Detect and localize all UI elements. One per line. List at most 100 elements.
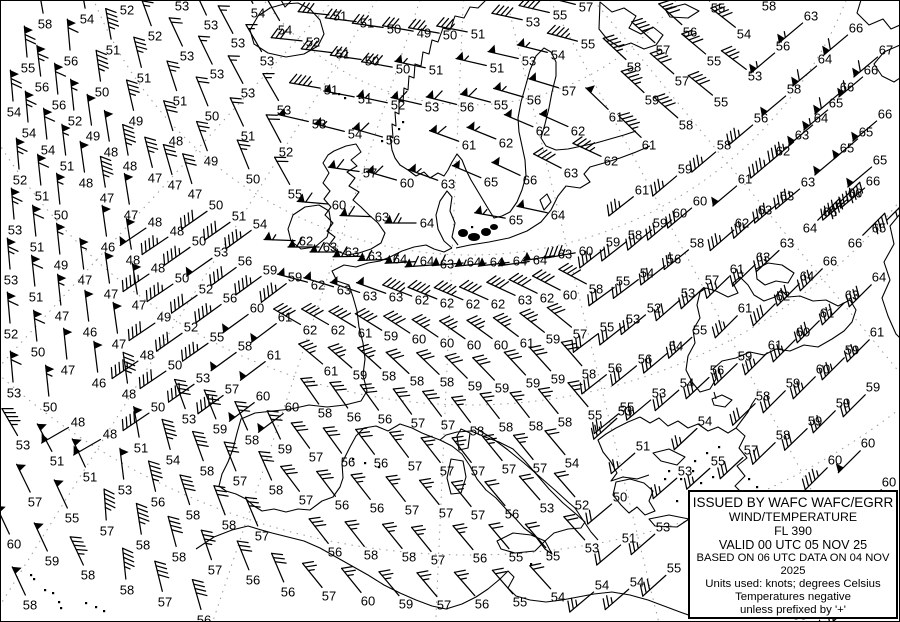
svg-text:58: 58 (717, 138, 731, 153)
svg-text:59: 59 (546, 332, 560, 347)
svg-text:58: 58 (238, 339, 252, 354)
svg-text:63: 63 (558, 247, 572, 262)
svg-text:53: 53 (585, 541, 599, 556)
svg-text:48: 48 (169, 134, 183, 149)
svg-text:63: 63 (345, 245, 359, 260)
svg-text:61: 61 (609, 110, 623, 125)
svg-text:53: 53 (540, 501, 554, 516)
legend-valid-time: VALID 00 UTC 05 NOV 25 (718, 538, 868, 552)
svg-text:57: 57 (431, 553, 445, 568)
svg-text:50: 50 (151, 400, 165, 415)
svg-text:58: 58 (172, 550, 186, 565)
svg-text:59: 59 (551, 372, 565, 387)
svg-text:64: 64 (872, 270, 886, 285)
svg-text:55: 55 (588, 408, 602, 423)
svg-text:49: 49 (417, 26, 431, 41)
svg-text:51: 51 (636, 439, 650, 454)
svg-text:47: 47 (188, 187, 202, 202)
svg-text:53: 53 (231, 36, 245, 51)
svg-text:47: 47 (61, 363, 75, 378)
svg-text:63: 63 (375, 210, 389, 225)
svg-text:54: 54 (680, 376, 694, 391)
svg-text:53: 53 (7, 386, 21, 401)
svg-text:48: 48 (103, 427, 117, 442)
svg-text:55: 55 (509, 550, 523, 565)
svg-text:59: 59 (384, 329, 398, 344)
svg-text:50: 50 (613, 490, 627, 505)
svg-text:56: 56 (473, 551, 487, 566)
svg-text:65: 65 (509, 213, 523, 228)
svg-text:53: 53 (241, 86, 255, 101)
svg-text:53: 53 (277, 103, 291, 118)
svg-text:55: 55 (714, 95, 728, 110)
svg-text:56: 56 (608, 361, 622, 376)
svg-text:64: 64 (393, 252, 407, 267)
svg-text:59: 59 (845, 343, 859, 358)
svg-text:55: 55 (620, 400, 634, 415)
svg-text:54: 54 (565, 456, 579, 471)
svg-text:57: 57 (208, 563, 222, 578)
svg-text:51: 51 (60, 159, 74, 174)
svg-text:55: 55 (553, 8, 567, 23)
svg-text:54: 54 (640, 266, 654, 281)
svg-text:47: 47 (148, 171, 162, 186)
svg-text:62: 62 (440, 296, 454, 311)
svg-text:65: 65 (873, 153, 887, 168)
svg-text:51: 51 (173, 94, 187, 109)
svg-text:56: 56 (328, 545, 342, 560)
svg-text:51: 51 (358, 92, 372, 107)
svg-text:60: 60 (361, 594, 375, 609)
svg-text:61: 61 (635, 183, 649, 198)
svg-text:60: 60 (285, 400, 299, 415)
svg-text:52: 52 (647, 301, 661, 316)
svg-text:55: 55 (693, 323, 707, 338)
svg-text:63: 63 (363, 289, 377, 304)
svg-text:59: 59 (808, 414, 822, 429)
svg-text:66: 66 (848, 186, 862, 201)
svg-text:56: 56 (341, 455, 355, 470)
svg-text:50: 50 (192, 234, 206, 249)
svg-text:57: 57 (322, 589, 336, 604)
svg-text:50: 50 (443, 28, 457, 43)
svg-text:53: 53 (4, 273, 18, 288)
svg-text:61: 61 (738, 301, 752, 316)
svg-text:60: 60 (494, 338, 508, 353)
svg-text:52: 52 (199, 282, 213, 297)
svg-text:58: 58 (245, 433, 259, 448)
svg-text:60: 60 (440, 336, 454, 351)
svg-text:50: 50 (168, 358, 182, 373)
svg-text:54: 54 (669, 339, 683, 354)
svg-text:66: 66 (849, 21, 863, 36)
svg-text:58: 58 (186, 508, 200, 523)
svg-text:61: 61 (730, 262, 744, 277)
svg-text:54: 54 (630, 575, 644, 590)
svg-text:57: 57 (471, 464, 485, 479)
svg-text:57: 57 (656, 43, 670, 58)
svg-text:47: 47 (132, 298, 146, 313)
svg-text:60: 60 (256, 389, 270, 404)
svg-text:53: 53 (425, 100, 439, 115)
svg-text:51: 51 (35, 189, 49, 204)
svg-text:59: 59 (786, 376, 800, 391)
svg-text:60: 60 (563, 288, 577, 303)
svg-text:54: 54 (551, 590, 565, 605)
svg-text:50: 50 (54, 208, 68, 223)
svg-text:61: 61 (278, 310, 292, 325)
svg-text:58: 58 (269, 483, 283, 498)
svg-text:56: 56 (710, 363, 724, 378)
svg-text:58: 58 (222, 518, 236, 533)
svg-text:58: 58 (690, 236, 704, 251)
legend-units: Units used: knots; degrees Celsius (705, 578, 881, 590)
svg-text:54: 54 (251, 6, 265, 21)
svg-text:66: 66 (864, 63, 878, 78)
legend-issuer: ISSUED BY WAFC WAFC/EGRR (692, 495, 894, 510)
svg-text:62: 62 (776, 289, 790, 304)
svg-text:59: 59 (288, 270, 302, 285)
svg-text:58: 58 (318, 406, 332, 421)
svg-text:58: 58 (200, 464, 214, 479)
svg-text:54: 54 (253, 217, 267, 232)
svg-text:53: 53 (522, 54, 536, 69)
svg-text:57: 57 (309, 450, 323, 465)
svg-text:54: 54 (22, 126, 36, 141)
svg-text:51: 51 (622, 531, 636, 546)
